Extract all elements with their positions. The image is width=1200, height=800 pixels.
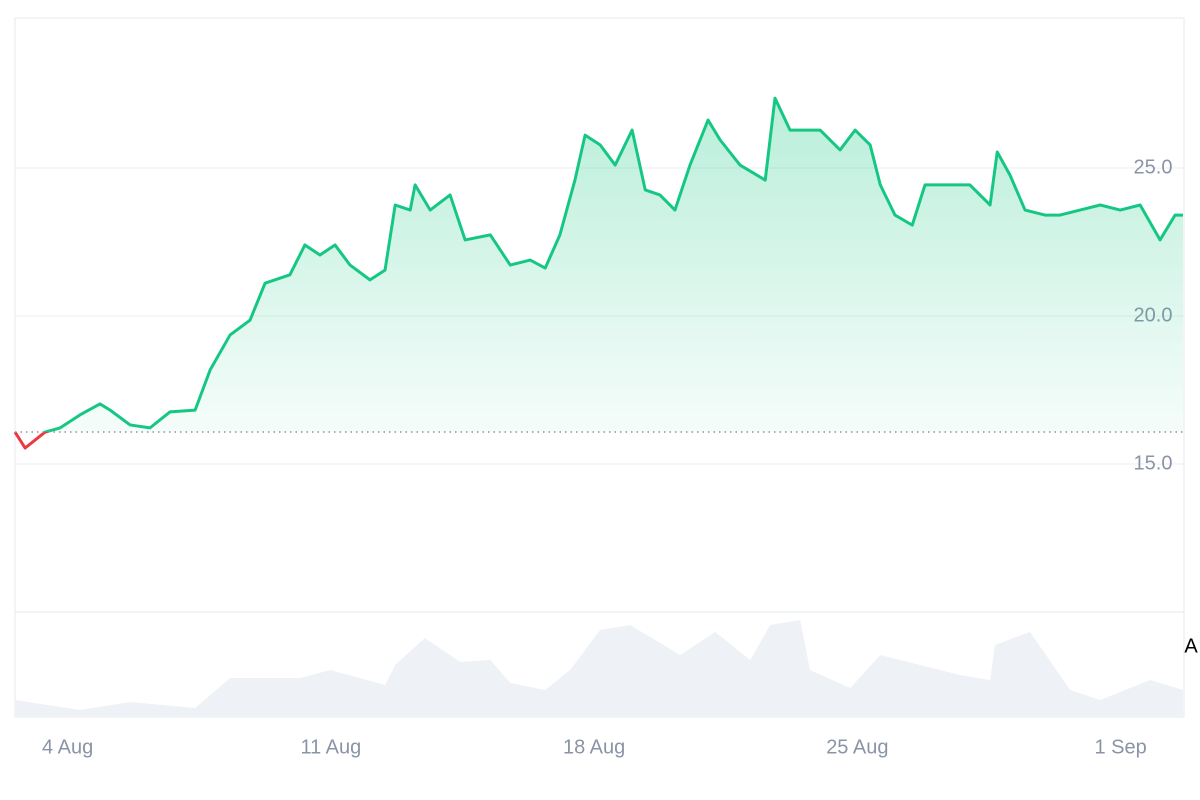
x-tick-label: 18 Aug — [563, 736, 625, 758]
x-tick-label: 4 Aug — [42, 736, 93, 758]
price-area — [15, 98, 1183, 433]
price-line — [14, 96, 1183, 433]
y-tick-label: 15.0 — [1134, 452, 1173, 474]
y-tick-label: 25.0 — [1134, 156, 1173, 178]
x-tick-label: 11 Aug — [300, 736, 361, 758]
x-tick-label: 25 Aug — [826, 736, 888, 758]
annotation: A — [1184, 635, 1198, 657]
volume-area — [15, 619, 1183, 717]
x-tick-label: 1 Sep — [1094, 736, 1146, 758]
